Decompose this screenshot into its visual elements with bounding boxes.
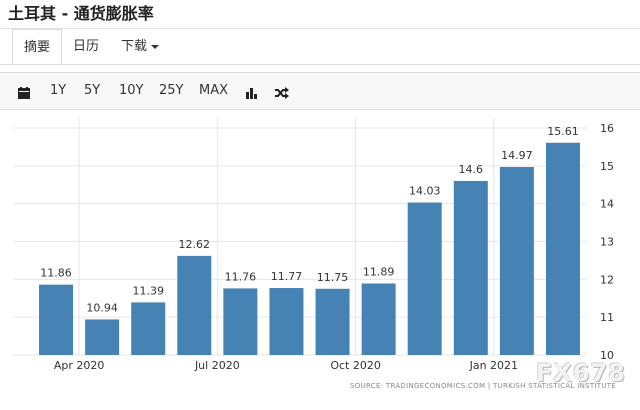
y-tick-label: 12 xyxy=(600,273,614,286)
y-tick-label: 11 xyxy=(600,311,614,324)
range-1y-button[interactable]: 1Y xyxy=(50,83,67,98)
chart-source: SOURCE: TRADINGECONOMICS.COM | TURKISH S… xyxy=(350,382,616,390)
bar-value-label: 12.62 xyxy=(179,238,211,251)
x-tick-label: Jul 2020 xyxy=(194,359,240,372)
range-10y-button[interactable]: 10Y xyxy=(119,83,144,98)
tab-calendar-label: 日历 xyxy=(73,39,100,54)
bar-2021-01 xyxy=(499,166,534,355)
chart-panel: 1Y 5Y 10Y 25Y MAX 11.86 10.94 11.39 12.62 11… xyxy=(0,72,640,410)
bar-2020-11 xyxy=(407,202,442,355)
y-tick-label: 15 xyxy=(600,160,614,173)
bar-2020-05 xyxy=(131,302,166,355)
chevron-down-icon xyxy=(151,44,160,49)
bar-2020-06 xyxy=(177,255,212,355)
bar-value-label: 11.77 xyxy=(271,270,303,283)
bar-value-label: 14.97 xyxy=(501,149,533,162)
bar-2020-03 xyxy=(39,284,74,355)
tab-download-label: 下载 xyxy=(121,39,148,54)
bar-value-label: 11.76 xyxy=(225,270,257,283)
x-tick-label: Jan 2021 xyxy=(469,359,518,372)
x-tick-label: Oct 2020 xyxy=(330,359,381,372)
tab-calendar[interactable]: 日历 xyxy=(62,29,110,64)
shuffle-icon[interactable] xyxy=(275,84,289,103)
bar-2020-07 xyxy=(223,288,258,355)
bar-2020-04 xyxy=(85,319,120,355)
bar-2020-08 xyxy=(269,288,304,355)
bar-2020-10 xyxy=(361,283,396,355)
bar-value-label: 11.75 xyxy=(317,271,349,284)
tab-summary-label: 摘要 xyxy=(24,40,51,55)
tab-download[interactable]: 下载 xyxy=(110,29,170,64)
y-tick-label: 10 xyxy=(600,349,614,362)
bar-value-label: 11.89 xyxy=(363,265,395,278)
bar-2021-02 xyxy=(545,142,580,355)
bar-2020-09 xyxy=(315,288,350,355)
range-5y-button[interactable]: 5Y xyxy=(84,83,101,98)
range-max-button[interactable]: MAX xyxy=(199,83,229,98)
y-tick-label: 16 xyxy=(600,122,614,135)
title-divider xyxy=(0,28,640,29)
y-tick-label: 13 xyxy=(600,236,614,249)
inflation-bar-chart: 11.86 10.94 11.39 12.62 11.76 11.77 11.75 11.89… xyxy=(13,118,616,390)
bar-2020-12 xyxy=(453,180,488,355)
bar-value-label: 14.6 xyxy=(459,163,484,176)
bar-value-label: 14.03 xyxy=(409,185,441,198)
watermark: FX678 xyxy=(536,359,626,387)
chart-toolbar: 1Y 5Y 10Y 25Y MAX xyxy=(0,73,640,110)
calendar-icon[interactable] xyxy=(18,84,30,103)
page-title: 土耳其 - 通货膨胀率 xyxy=(8,4,154,23)
bar-value-label: 10.94 xyxy=(86,301,118,314)
tab-summary[interactable]: 摘要 xyxy=(12,29,63,65)
bar-value-label: 11.86 xyxy=(40,267,72,280)
range-25y-button[interactable]: 25Y xyxy=(159,83,184,98)
x-tick-label: Apr 2020 xyxy=(54,359,105,372)
bar-value-label: 11.39 xyxy=(132,284,164,297)
y-tick-label: 14 xyxy=(600,198,614,211)
bar-chart-icon[interactable] xyxy=(245,84,258,103)
bar-value-label: 15.61 xyxy=(547,125,579,138)
tab-bar: 摘要 日历 下载 xyxy=(12,29,170,65)
tabs-divider xyxy=(0,64,640,65)
